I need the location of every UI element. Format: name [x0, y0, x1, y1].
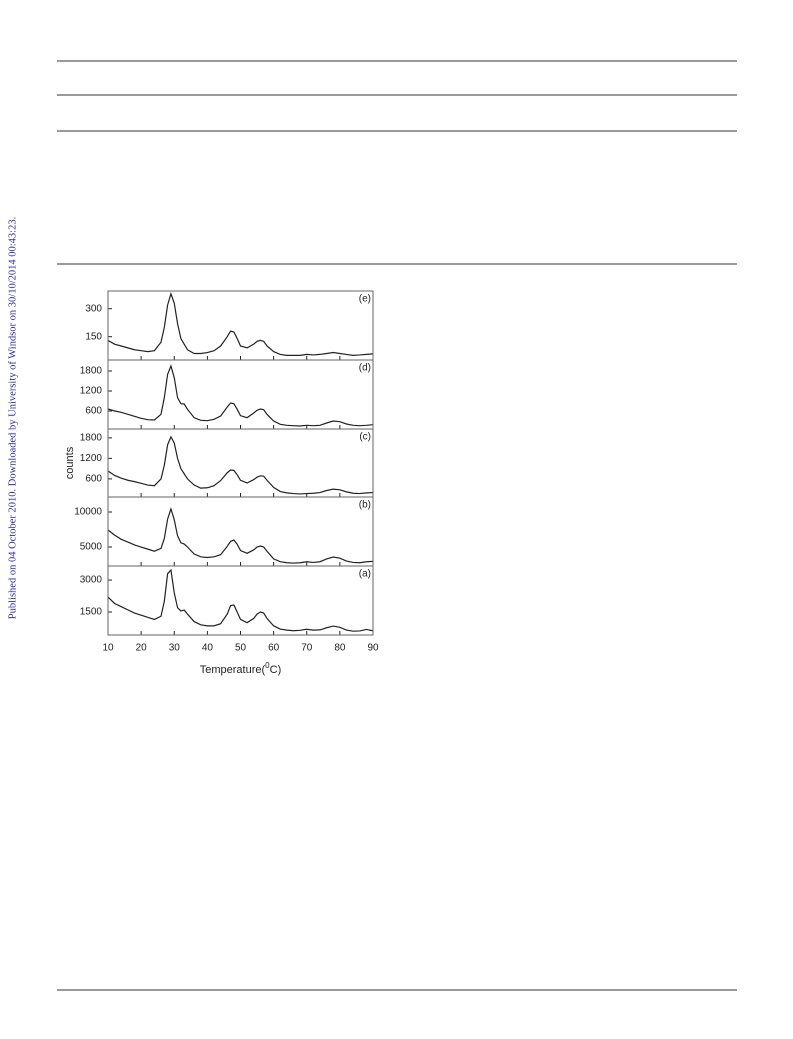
panel-frame [107, 565, 374, 636]
y-tick-label: 1200 [80, 386, 103, 397]
y-tick-label: 1800 [80, 366, 103, 377]
x-axis-label-part: Temperature( [200, 664, 266, 676]
panel-frame [107, 290, 374, 361]
panel-label: (b) [359, 500, 371, 511]
x-tick-label: 10 [102, 643, 114, 654]
y-tick-label: 3000 [80, 575, 103, 586]
y-tick-label: 1500 [80, 607, 103, 618]
x-tick-label: 80 [334, 643, 346, 654]
x-tick-label: 90 [367, 643, 379, 654]
y-axis-label: counts [64, 446, 76, 479]
x-axis-label-part: C) [270, 664, 282, 676]
panel-label: (d) [359, 363, 371, 374]
data-line [107, 291, 374, 356]
y-tick-label: 150 [85, 331, 102, 342]
data-line [107, 507, 374, 564]
x-tick-label: 50 [235, 643, 247, 654]
data-line [107, 364, 374, 427]
y-tick-label: 10000 [74, 507, 102, 518]
y-tick-label: 5000 [80, 542, 103, 553]
x-tick-label: 70 [301, 643, 313, 654]
panel-frame [107, 496, 374, 567]
watermark: Published on 04 October 2010. Downloaded… [7, 217, 18, 619]
y-tick-label: 300 [85, 303, 102, 314]
y-tick-label: 600 [85, 406, 102, 417]
panel-label: (c) [359, 432, 371, 443]
x-axis-label: Temperature(0C) [200, 661, 281, 676]
y-tick-label: 600 [85, 474, 102, 485]
x-tick-label: 60 [268, 643, 280, 654]
panel-frame [107, 428, 374, 498]
x-tick-label: 30 [169, 643, 181, 654]
panel-frame [107, 359, 374, 430]
x-tick-label: 20 [136, 643, 148, 654]
x-axis-label-part: 0 [265, 661, 270, 670]
panel-label: (e) [359, 294, 371, 305]
y-tick-label: 1200 [80, 453, 103, 464]
data-line [107, 435, 374, 495]
data-line [107, 568, 374, 632]
y-tick-label: 1800 [80, 433, 103, 444]
x-tick-label: 40 [202, 643, 214, 654]
panel-label: (a) [359, 569, 371, 580]
